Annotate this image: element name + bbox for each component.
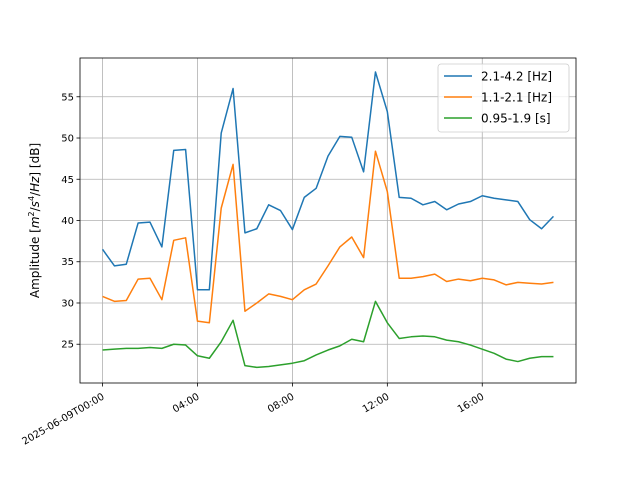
y-tick-label: 25: [61, 340, 74, 351]
legend-entry: 2.1-4.2 [Hz]: [481, 70, 552, 84]
y-axis-label: Amplitude [m2/s4/Hz] [dB]: [27, 143, 42, 298]
legend-entry: 1.1-2.1 [Hz]: [481, 91, 552, 105]
y-tick-label: 30: [61, 298, 74, 309]
y-tick-label: 55: [61, 92, 74, 103]
ylabel-suffix: ] [dB]: [28, 143, 42, 177]
ylabel-m: m: [28, 216, 42, 228]
ylabel-sep2: /: [28, 191, 42, 196]
series-line-2: [102, 150, 554, 324]
ylabel-m-exp: 2: [27, 211, 36, 216]
y-tick-label: 35: [61, 257, 74, 268]
y-tick-label: 50: [61, 134, 74, 145]
ylabel-s-exp: 4: [27, 196, 36, 201]
ylabel-prefix: Amplitude [: [28, 228, 42, 298]
series-lines: [101, 71, 554, 369]
ylabel-sep1: /: [28, 206, 42, 211]
legend-entry: 0.95-1.9 [s]: [481, 112, 551, 126]
series-line-3: [102, 300, 554, 369]
series-line-1: [101, 71, 554, 291]
ylabel-hz: Hz: [28, 176, 42, 192]
y-tick-label: 45: [61, 175, 74, 186]
legend: 2.1-4.2 [Hz] 1.1-2.1 [Hz] 0.95-1.9 [s]: [437, 63, 570, 133]
legend-box: [437, 63, 570, 133]
y-axis: 25 30 35 40 45 50 55: [61, 92, 80, 351]
y-tick-label: 40: [61, 216, 74, 227]
ylabel-s: s: [28, 201, 42, 207]
